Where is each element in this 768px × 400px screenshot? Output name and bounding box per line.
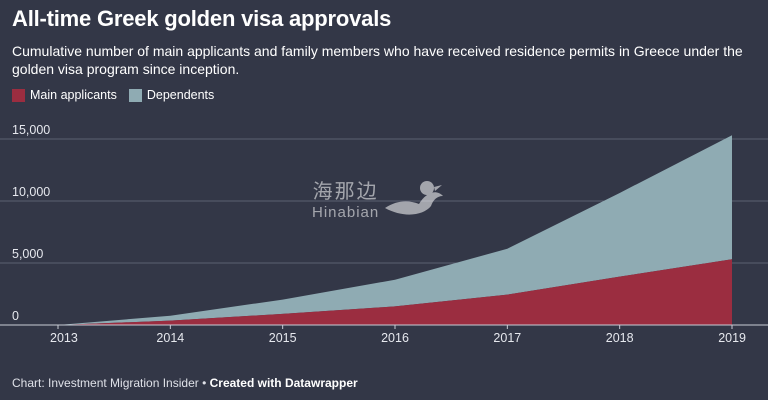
x-tick-label: 2014: [156, 331, 184, 345]
watermark-english: Hinabian: [312, 204, 380, 221]
area-main-applicants: [58, 259, 732, 325]
x-tick-label: 2013: [50, 331, 78, 345]
legend-swatch-main-applicants: [12, 88, 25, 102]
chart-footer: Chart: Investment Migration Insider • Cr…: [12, 376, 358, 390]
watermark-text: 海那边 Hinabian: [312, 175, 379, 221]
legend-item-dependents: Dependents: [128, 88, 215, 102]
bird-logo-icon: [385, 181, 444, 215]
legend: Main applicants Dependents: [12, 88, 226, 102]
watermark: 海那边 Hinabian: [312, 174, 447, 222]
x-tick-label: 2015: [269, 331, 297, 345]
y-tick-label: 0: [12, 309, 19, 323]
footer-credit: Created with Datawrapper: [209, 376, 358, 390]
y-tick-label: 15,000: [12, 123, 50, 137]
legend-label-main-applicants: Main applicants: [30, 88, 117, 102]
area-dependents: [58, 135, 732, 325]
y-tick-label: 10,000: [12, 185, 50, 199]
x-tick-label: 2016: [381, 331, 409, 345]
x-tick-label: 2019: [718, 331, 746, 345]
legend-item-main-applicants: Main applicants: [12, 88, 117, 102]
legend-label-dependents: Dependents: [146, 88, 215, 102]
x-tick-label: 2017: [493, 331, 521, 345]
chart-subtitle: Cumulative number of main applicants and…: [12, 43, 743, 77]
legend-swatch-dependents: [128, 88, 142, 102]
y-tick-label: 5,000: [12, 247, 43, 261]
x-tick-label: 2018: [606, 331, 634, 345]
chart-title: All-time Greek golden visa approvals: [12, 6, 392, 31]
watermark-chinese: 海那边: [312, 181, 379, 203]
footer-source: Chart: Investment Migration Insider •: [12, 376, 210, 390]
